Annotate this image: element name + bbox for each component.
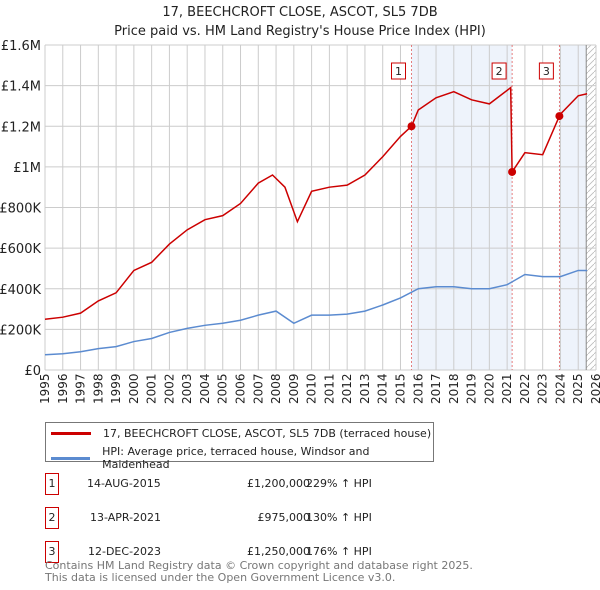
sale-marker-label: 3	[543, 65, 550, 78]
sale-marker-label: 2	[496, 65, 503, 78]
sale-point	[407, 122, 416, 131]
title-line: 17, BEECHCROFT CLOSE, ASCOT, SL5 7DB	[162, 5, 438, 20]
series-line-hpi	[44, 269, 588, 356]
footer: Contains HM Land Registry data © Crown c…	[45, 560, 473, 584]
sale-date: 13-APR-2021	[90, 511, 162, 524]
x-tick-label: 1995	[38, 373, 52, 404]
sale-hpi: 229% ↑ HPI	[306, 477, 372, 490]
y-tick-label: £200K	[0, 323, 41, 338]
x-tick-label: 2012	[340, 373, 354, 404]
y-tick-label: £1.6M	[1, 39, 41, 54]
x-tick-label: 2006	[234, 373, 248, 404]
sale-row: 3 12-DEC-2023 £1,250,000 176% ↑ HPI	[45, 541, 445, 563]
x-tick-label: 1996	[56, 373, 70, 404]
x-tick-label: 2014	[376, 373, 390, 404]
sale-date: 12-DEC-2023	[88, 545, 162, 558]
y-tick-label: £600K	[0, 242, 41, 257]
sale-row: 1 14-AUG-2015 £1,200,000 229% ↑ HPI	[45, 473, 445, 495]
x-tick-label: 2022	[518, 373, 532, 404]
sale-marker-box	[391, 62, 407, 80]
x-tick-label: 2010	[305, 373, 319, 404]
x-tick-label: 2023	[536, 373, 550, 404]
sale-marker-box	[491, 62, 507, 80]
sale-marker-label: 1	[395, 65, 402, 78]
legend-red-line	[51, 432, 91, 435]
x-tick-label: 2008	[269, 373, 283, 404]
x-tick-label: 2025	[571, 373, 585, 404]
x-tick-label: 2015	[393, 373, 407, 404]
legend-label-property: 17, BEECHCROFT CLOSE, ASCOT, SL5 7DB (te…	[103, 427, 432, 440]
x-tick-label: 2009	[287, 373, 301, 404]
x-tick-label: 2007	[251, 373, 265, 404]
sale-point	[555, 112, 564, 121]
x-tick-label: 2003	[180, 373, 194, 404]
x-tick-label: 2021	[500, 373, 514, 404]
x-tick-label: 2026	[589, 373, 600, 404]
legend-label-hpi: HPI: Average price, terraced house, Wind…	[102, 445, 370, 471]
y-tick-label: £1M	[13, 161, 41, 176]
y-tick-label: £400K	[0, 283, 41, 298]
x-tick-label: 2000	[127, 373, 141, 404]
x-tick-label: 2001	[145, 373, 159, 404]
sale-date: 14-AUG-2015	[87, 477, 161, 490]
chart: 1995 1996 1997 1998 1999 2000 2001 2002 2003 2004…	[0, 39, 600, 404]
x-tick-label: 2024	[553, 373, 567, 404]
x-tick-label: 2013	[358, 373, 372, 404]
y-tick-label: £800K	[0, 202, 41, 217]
subtitle: Price paid vs. HM Land Registry's House …	[114, 24, 486, 39]
y-tick-label: £1.2M	[1, 120, 41, 135]
x-tick-label: 1999	[109, 373, 123, 404]
sale-marker: 2	[45, 507, 59, 529]
x-tick-label: 2011	[322, 373, 336, 404]
sale-hpi: 130% ↑ HPI	[306, 511, 372, 524]
x-tick-label: 1998	[91, 373, 105, 404]
sale-marker-box	[538, 62, 554, 80]
sale-hpi: 176% ↑ HPI	[306, 545, 372, 558]
x-tick-label: 2002	[162, 373, 176, 404]
x-tick-label: 2020	[482, 373, 496, 404]
y-tick-label: £1.4M	[1, 80, 41, 95]
sale-row: 2 13-APR-2021 £975,000 130% ↑ HPI	[45, 507, 445, 529]
sale-price: £1,250,000	[247, 545, 310, 558]
sale-marker: 1	[45, 473, 59, 495]
sale-point	[508, 167, 517, 176]
y-tick-label: £0	[24, 364, 41, 379]
x-tick-label: 2017	[429, 373, 443, 404]
sale-price: £1,200,000	[247, 477, 310, 490]
x-tick-label: 2005	[216, 373, 230, 404]
footer-copyright: Contains HM Land Registry data © Crown c…	[45, 559, 473, 572]
x-tick-label: 2016	[411, 373, 425, 404]
x-tick-label: 1997	[74, 373, 88, 404]
chart-title: 17, BEECHCROFT CLOSE, ASCOT, SL5 7DB Pric…	[0, 3, 600, 41]
x-tick-label: 2018	[447, 373, 461, 404]
sale-marker: 3	[45, 541, 59, 563]
sale-price: £975,000	[257, 511, 311, 524]
legend-blue-line	[51, 456, 91, 460]
legend: 17, BEECHCROFT CLOSE, ASCOT, SL5 7DB (te…	[45, 422, 434, 471]
x-tick-label: 2019	[465, 373, 479, 404]
footer-licence: This data is licensed under the Open Gov…	[45, 571, 396, 584]
x-tick-label: 2004	[198, 373, 212, 404]
